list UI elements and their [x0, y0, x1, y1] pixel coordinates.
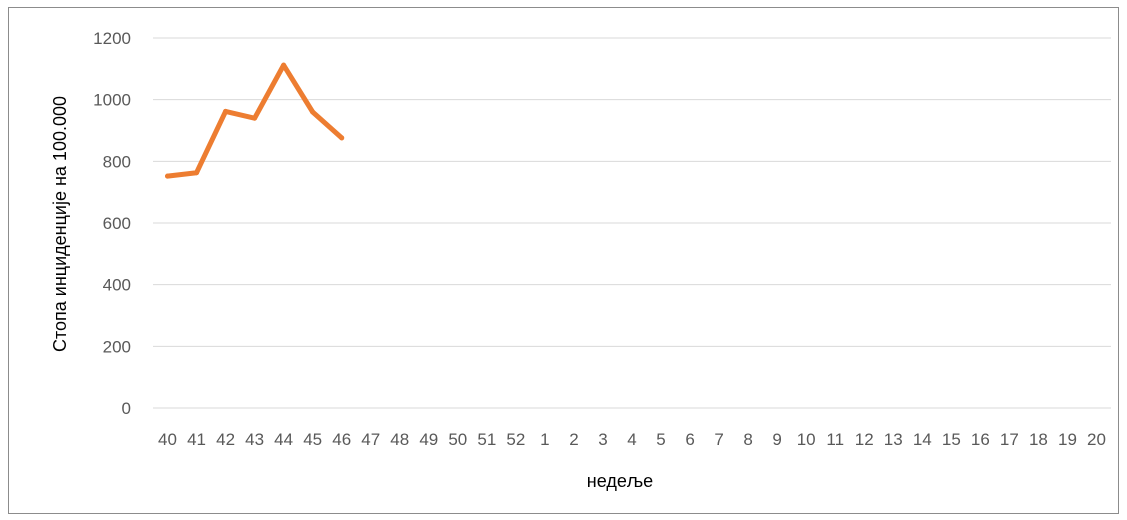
x-tick-label: 16 — [971, 430, 990, 449]
x-tick-label: 7 — [714, 430, 723, 449]
data-point — [339, 135, 345, 141]
data-point — [252, 115, 258, 121]
x-tick-label: 13 — [884, 430, 903, 449]
x-tick-label: 19 — [1058, 430, 1077, 449]
x-tick-label: 47 — [361, 430, 380, 449]
x-tick-label: 42 — [216, 430, 235, 449]
x-tick-label: 11 — [826, 430, 844, 449]
x-tick-label: 48 — [390, 430, 409, 449]
x-tick-label: 14 — [913, 430, 932, 449]
y-tick-label: 600 — [103, 214, 131, 233]
y-tick-label: 800 — [103, 152, 131, 171]
x-tick-label: 44 — [274, 430, 293, 449]
x-tick-label: 6 — [685, 430, 694, 449]
x-tick-label: 52 — [506, 430, 525, 449]
y-tick-label: 1000 — [93, 91, 131, 110]
gridlines — [153, 37, 1111, 409]
x-tick-label: 10 — [797, 430, 816, 449]
y-tick-label: 200 — [103, 337, 131, 356]
x-tick-label: 40 — [158, 430, 177, 449]
x-tick-labels: 40 41 42 43 44 45 46 47 48 49 50 51 52 1 2 3 4 5 6 7 8 9 10 11 1… — [158, 430, 1106, 449]
y-tick-label: 1200 — [93, 29, 131, 48]
x-tick-label: 17 — [1000, 430, 1019, 449]
y-tick-label: 400 — [103, 276, 131, 295]
chart-frame — [8, 7, 1119, 514]
x-tick-label: 2 — [569, 430, 578, 449]
y-tick-label: 0 — [122, 399, 131, 418]
data-point — [194, 170, 200, 176]
x-tick-label: 5 — [656, 430, 665, 449]
y-tick-labels: 0 200 400 600 800 1000 1200 — [93, 29, 131, 418]
x-tick-label: 15 — [942, 430, 961, 449]
x-tick-label: 43 — [245, 430, 264, 449]
x-tick-label: 8 — [743, 430, 752, 449]
data-point — [165, 173, 171, 179]
x-tick-label: 18 — [1029, 430, 1048, 449]
x-tick-label: 46 — [332, 430, 351, 449]
x-tick-label: 49 — [419, 430, 438, 449]
x-axis-title: недеље — [587, 471, 653, 491]
x-tick-label: 1 — [540, 430, 549, 449]
x-tick-label: 45 — [303, 430, 322, 449]
series-group — [165, 62, 345, 179]
x-tick-label: 50 — [448, 430, 467, 449]
data-point — [310, 109, 316, 115]
data-point — [281, 62, 287, 68]
x-tick-label: 4 — [627, 430, 636, 449]
data-point — [223, 108, 229, 114]
x-tick-label: 9 — [772, 430, 781, 449]
x-tick-label: 51 — [477, 430, 496, 449]
x-tick-label: 3 — [598, 430, 607, 449]
x-tick-label: 20 — [1087, 430, 1106, 449]
x-tick-label: 41 — [187, 430, 206, 449]
x-tick-label: 12 — [855, 430, 874, 449]
y-axis-title: Стопа инциденције на 100.000 — [50, 96, 70, 352]
